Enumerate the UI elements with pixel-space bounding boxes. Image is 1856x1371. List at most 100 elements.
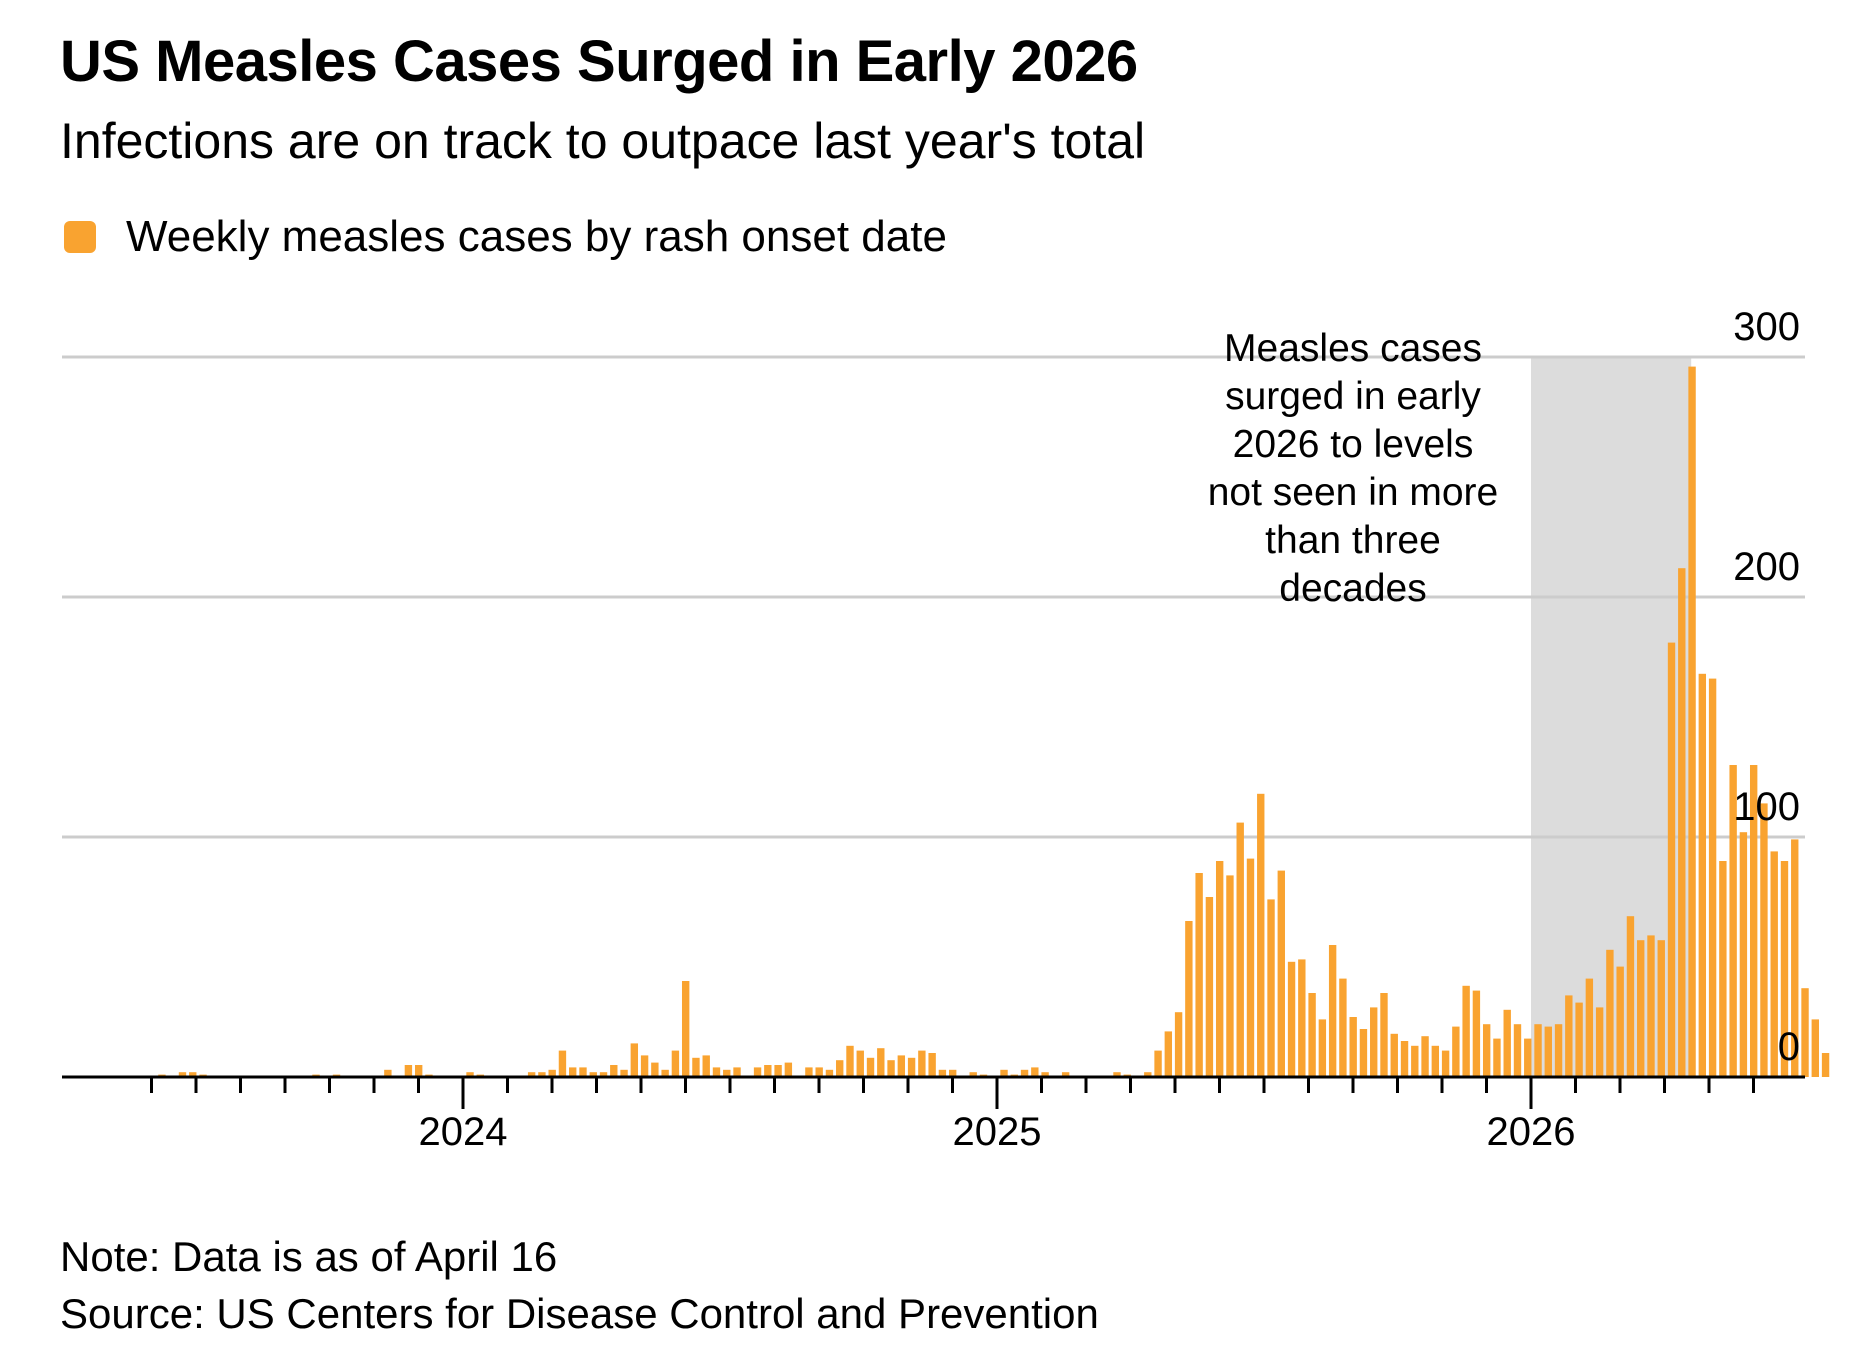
- bar-week-53: [692, 1057, 700, 1077]
- footer-source: Source: US Centers for Disease Control a…: [60, 1290, 1099, 1337]
- bar-week-26: [414, 1065, 423, 1077]
- bar-week-25: [404, 1065, 413, 1077]
- bar-week-51: [671, 1050, 680, 1077]
- bar-week-55: [712, 1067, 721, 1077]
- bar-week-94: [1113, 1072, 1121, 1077]
- bar-week-136: [1544, 1026, 1552, 1077]
- bar-week-120: [1380, 993, 1388, 1077]
- bar-week-121: [1390, 1033, 1398, 1077]
- bar-week-106: [1236, 822, 1244, 1077]
- bar-week-124: [1421, 1036, 1429, 1077]
- gridlines: [62, 355, 1805, 839]
- bar-week-111: [1287, 961, 1296, 1077]
- x-tick-label-2026: 2026: [1487, 1110, 1576, 1154]
- bar-week-47: [630, 1043, 639, 1077]
- bar-week-71: [877, 1048, 885, 1077]
- bar-week-114: [1318, 1019, 1327, 1077]
- bar-week-117: [1349, 1017, 1357, 1077]
- x-tick-label-2024: 2024: [419, 1110, 508, 1154]
- bar-week-99: [1164, 1031, 1173, 1077]
- bar-week-128: [1462, 985, 1470, 1077]
- bar-week-161: [1801, 988, 1809, 1077]
- legend: Weekly measles cases by rash onset date: [64, 212, 947, 262]
- bar-week-150: [1688, 366, 1696, 1078]
- bar-week-159: [1780, 861, 1789, 1077]
- bar-week-156: [1749, 765, 1758, 1077]
- bar-week-59: [753, 1067, 762, 1077]
- bar-week-67: [836, 1060, 844, 1077]
- bar-week-54: [702, 1055, 710, 1077]
- bar-week-41: [569, 1067, 577, 1077]
- bar-week-44: [599, 1072, 608, 1077]
- bar-week-100: [1174, 1012, 1183, 1077]
- bar-week-4: [189, 1072, 197, 1077]
- bars: [158, 366, 1830, 1078]
- bar-week-68: [846, 1045, 854, 1077]
- bar-week-74: [907, 1057, 916, 1077]
- bar-week-134: [1524, 1038, 1532, 1077]
- legend-label: Weekly measles cases by rash onset date: [126, 212, 947, 261]
- annotation-text: Measles cases surged in early 2026 to leve…: [1208, 327, 1499, 610]
- y-tick-label-200: 200: [1733, 545, 1800, 589]
- bar-week-62: [784, 1062, 793, 1077]
- bar-week-60: [764, 1065, 772, 1077]
- bar-week-151: [1698, 673, 1707, 1077]
- bar-week-122: [1400, 1041, 1409, 1077]
- bar-week-157: [1760, 803, 1768, 1077]
- bar-week-73: [897, 1055, 906, 1077]
- bar-week-69: [856, 1050, 864, 1077]
- bar-week-140: [1585, 978, 1594, 1077]
- bar-week-153: [1719, 861, 1727, 1077]
- bar-week-126: [1441, 1050, 1450, 1077]
- bar-week-115: [1328, 945, 1337, 1077]
- bar-week-101: [1185, 921, 1193, 1077]
- bar-week-46: [620, 1069, 628, 1077]
- bar-week-86: [1031, 1067, 1039, 1077]
- bar-week-42: [579, 1067, 587, 1077]
- bar-week-138: [1565, 995, 1573, 1077]
- bar-week-125: [1431, 1045, 1440, 1077]
- bar-week-64: [805, 1067, 813, 1077]
- bar-week-135: [1534, 1024, 1542, 1077]
- bar-week-107: [1246, 858, 1255, 1077]
- bar-week-131: [1493, 1038, 1501, 1077]
- bar-week-129: [1472, 990, 1481, 1077]
- bar-week-109: [1267, 899, 1275, 1077]
- y-axis-labels: 0 100 200 300: [1733, 305, 1800, 1069]
- chart-title: US Measles Cases Surged in Early 2026: [60, 29, 1138, 94]
- bar-week-70: [866, 1057, 875, 1077]
- bar-week-56: [723, 1069, 731, 1077]
- bar-week-103: [1205, 897, 1214, 1077]
- bar-week-72: [887, 1060, 895, 1077]
- bar-week-38: [538, 1072, 546, 1077]
- bar-week-119: [1370, 1007, 1378, 1077]
- bar-week-45: [610, 1065, 618, 1077]
- x-axis-ticks: [150, 1077, 1755, 1109]
- bar-week-61: [774, 1065, 782, 1077]
- bar-week-110: [1277, 870, 1285, 1077]
- bar-week-49: [651, 1062, 659, 1077]
- bar-week-132: [1503, 1009, 1511, 1077]
- bar-week-105: [1226, 875, 1234, 1077]
- bar-week-83: [1000, 1069, 1008, 1077]
- bar-week-113: [1308, 993, 1316, 1077]
- bar-week-116: [1339, 978, 1347, 1077]
- bar-week-145: [1637, 940, 1645, 1077]
- footer-note: Note: Data is as of April 16: [60, 1233, 558, 1280]
- chart-subtitle: Infections are on track to outpace last …: [60, 113, 1146, 169]
- bar-week-143: [1616, 966, 1624, 1077]
- bar-week-77: [938, 1069, 947, 1077]
- bar-week-149: [1678, 568, 1686, 1077]
- bar-week-3: [178, 1072, 187, 1077]
- bar-week-98: [1154, 1050, 1162, 1077]
- bar-week-39: [548, 1069, 556, 1077]
- bar-week-37: [527, 1072, 536, 1077]
- bar-week-104: [1215, 861, 1224, 1077]
- bar-week-78: [948, 1069, 957, 1077]
- bar-week-146: [1647, 935, 1655, 1077]
- bar-week-50: [661, 1069, 669, 1077]
- bar-week-142: [1606, 949, 1614, 1077]
- bar-week-160: [1791, 839, 1799, 1077]
- bar-week-102: [1195, 873, 1203, 1077]
- bar-week-87: [1041, 1072, 1049, 1077]
